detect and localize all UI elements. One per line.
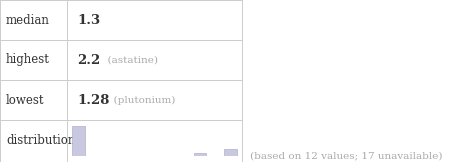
Text: highest: highest: [6, 53, 50, 66]
Text: 1.28: 1.28: [77, 93, 109, 106]
Text: (astatine): (astatine): [101, 56, 158, 64]
Bar: [224, 149, 237, 156]
Bar: [73, 126, 85, 156]
Text: (plutonium): (plutonium): [107, 95, 175, 104]
Bar: [194, 153, 206, 156]
Text: median: median: [6, 13, 50, 27]
Text: distribution: distribution: [6, 134, 75, 147]
Text: 2.2: 2.2: [77, 53, 100, 66]
Text: lowest: lowest: [6, 93, 45, 106]
Text: (based on 12 values; 17 unavailable): (based on 12 values; 17 unavailable): [250, 151, 442, 161]
Text: 1.3: 1.3: [77, 13, 100, 27]
